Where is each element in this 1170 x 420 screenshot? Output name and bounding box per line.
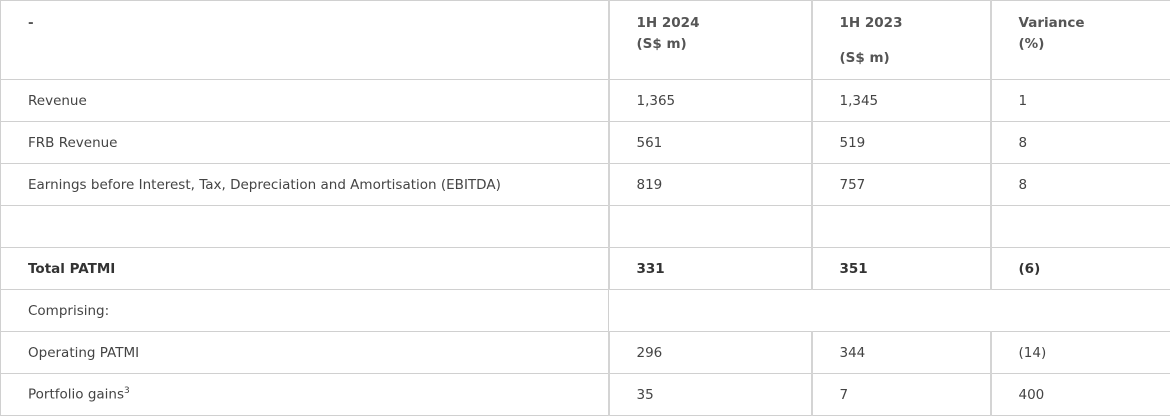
cell: [607, 205, 812, 248]
cell: (14): [989, 331, 1170, 374]
header-unit: (S$ m): [839, 50, 890, 66]
cell: 8: [989, 121, 1170, 164]
cell: 7: [810, 373, 991, 416]
cell: 296: [607, 331, 812, 374]
cell: Comprising:: [0, 289, 609, 332]
cell: 1,345: [810, 79, 991, 122]
cell: [0, 205, 609, 248]
footnote-ref: 3: [124, 386, 130, 397]
cell: 819: [607, 163, 812, 206]
cell: 35: [607, 373, 812, 416]
header-text: -: [28, 15, 34, 31]
cell: 757: [810, 163, 991, 206]
cell: 331: [607, 247, 812, 290]
header-unit: (S$ m): [636, 36, 687, 52]
cell: Revenue: [0, 79, 609, 122]
row: Revenue 1,365 1,345 1: [0, 79, 1170, 122]
header-cell: 1H 2023 (S$ m): [810, 0, 991, 80]
total-row: Total PATMI 331 351 (6): [0, 247, 1170, 290]
cell: 561: [607, 121, 812, 164]
label: Portfolio gains: [28, 386, 125, 403]
blank-row: [0, 205, 1170, 248]
cell: [608, 289, 1170, 332]
row: Comprising:: [0, 289, 1170, 332]
cell: Operating PATMI: [0, 331, 609, 374]
header-row: - 1H 2024 (S$ m) 1H 2023 (S$ m) Variance (%…: [0, 0, 1170, 80]
cell: Earnings before Interest, Tax, Depreciat…: [0, 163, 609, 206]
cell: [810, 205, 991, 248]
cell: 344: [810, 331, 991, 374]
header-cell: -: [0, 0, 609, 80]
row: FRB Revenue 561 519 8: [0, 121, 1170, 164]
cell: 351: [810, 247, 991, 290]
cell: 519: [810, 121, 991, 164]
header-text: 1H 2024: [636, 15, 700, 31]
cell: (6): [989, 247, 1170, 290]
cell: 1,365: [607, 79, 812, 122]
cell: Portfolio gains3: [0, 373, 609, 416]
header-cell: Variance (%): [989, 0, 1170, 80]
header-text: Variance: [1018, 15, 1085, 31]
header-cell: 1H 2024 (S$ m): [607, 0, 812, 80]
cell: 8: [989, 163, 1170, 206]
row: Earnings before Interest, Tax, Depreciat…: [0, 163, 1170, 206]
row: Operating PATMI 296 344 (14): [0, 331, 1170, 374]
cell: 1: [989, 79, 1170, 122]
cell: 400: [989, 373, 1170, 416]
row: Portfolio gains3 35 7 400: [0, 373, 1170, 416]
cell: [989, 205, 1170, 248]
cell: Total PATMI: [0, 247, 609, 290]
header-text: 1H 2023: [839, 15, 903, 31]
cell: FRB Revenue: [0, 121, 609, 164]
header-unit: (%): [1018, 36, 1045, 52]
